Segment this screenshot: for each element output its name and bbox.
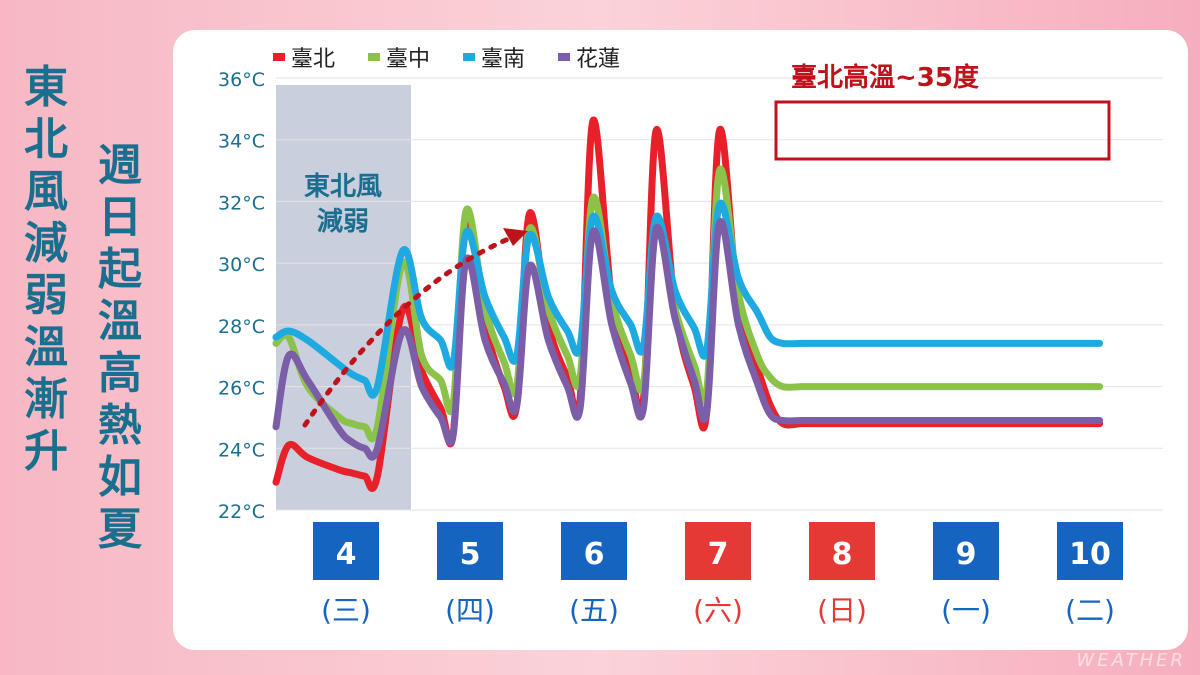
day-box bbox=[685, 522, 751, 580]
x-axis-days: 4 (三) 5 (四) 6 (五) 7 (六) 8 (日) 9 (一) 10 (二) bbox=[313, 522, 1123, 627]
y-tick-label: 30°C bbox=[218, 254, 265, 276]
y-tick-label: 22°C bbox=[218, 501, 265, 523]
callout-box bbox=[774, 100, 1111, 161]
legend-swatch bbox=[463, 53, 475, 61]
day-date: 7 bbox=[708, 537, 729, 572]
day-date: 10 bbox=[1069, 537, 1111, 572]
y-tick-label: 24°C bbox=[218, 439, 265, 461]
watermark: WEATHER bbox=[1076, 650, 1186, 671]
headline-right: 週日起溫高熱如夏 bbox=[98, 140, 142, 555]
day-box bbox=[809, 522, 875, 580]
warming-trend-arrow bbox=[302, 232, 521, 428]
legend-label: 花蓮 bbox=[576, 47, 620, 72]
headline-left: 東北風減弱溫漸升 bbox=[24, 62, 68, 477]
warming-trend-arrowhead bbox=[503, 228, 528, 246]
y-tick-label: 28°C bbox=[218, 316, 265, 338]
day-date: 6 bbox=[584, 537, 605, 572]
y-axis: 36°C 34°C 32°C 30°C 28°C 26°C 24°C 22°C bbox=[218, 69, 265, 523]
shade-label-2: 減弱 bbox=[317, 207, 369, 237]
legend-label: 臺南 bbox=[481, 47, 525, 72]
series-line-臺南 bbox=[272, 199, 1104, 399]
legend-label: 臺中 bbox=[386, 47, 430, 72]
y-tick-label: 36°C bbox=[218, 69, 265, 91]
day-box bbox=[437, 522, 503, 580]
day-weekday: (三) bbox=[321, 594, 371, 627]
y-tick-label: 34°C bbox=[218, 131, 265, 153]
legend-swatch bbox=[558, 53, 570, 61]
legend-swatch bbox=[273, 53, 285, 61]
day-box bbox=[1057, 522, 1123, 580]
day-date: 5 bbox=[460, 537, 481, 572]
day-date: 8 bbox=[832, 537, 853, 572]
shade-label-1: 東北風 bbox=[304, 172, 382, 202]
day-box bbox=[313, 522, 379, 580]
day-weekday: (一) bbox=[941, 594, 991, 627]
day-box bbox=[933, 522, 999, 580]
day-weekday: (二) bbox=[1065, 594, 1115, 627]
temperature-line-chart: 東北風 減弱 36°C34°C32°C30°C28°C26°C24°C22°C … bbox=[218, 47, 1163, 627]
day-date: 4 bbox=[336, 537, 357, 572]
chart-panel: 東北風 減弱 36°C 34°C 32°C 30°C 28°C 26°C 24°C 22°C … bbox=[173, 30, 1188, 650]
series-line-花蓮 bbox=[272, 217, 1104, 461]
day-date: 9 bbox=[956, 537, 977, 572]
day-box bbox=[561, 522, 627, 580]
day-weekday: (四) bbox=[445, 594, 495, 627]
day-weekday: (五) bbox=[569, 594, 619, 627]
series-lines bbox=[272, 116, 1104, 492]
day-weekday: (六) bbox=[693, 594, 743, 627]
legend-swatch bbox=[368, 53, 380, 61]
callout-text: 臺北高溫~35度 bbox=[791, 62, 979, 93]
y-tick-label: 32°C bbox=[218, 192, 265, 214]
y-tick-label: 26°C bbox=[218, 378, 265, 400]
legend-label: 臺北 bbox=[291, 47, 335, 72]
day-weekday: (日) bbox=[817, 594, 867, 627]
legend: 臺北 臺中 臺南 花蓮 bbox=[273, 47, 620, 72]
